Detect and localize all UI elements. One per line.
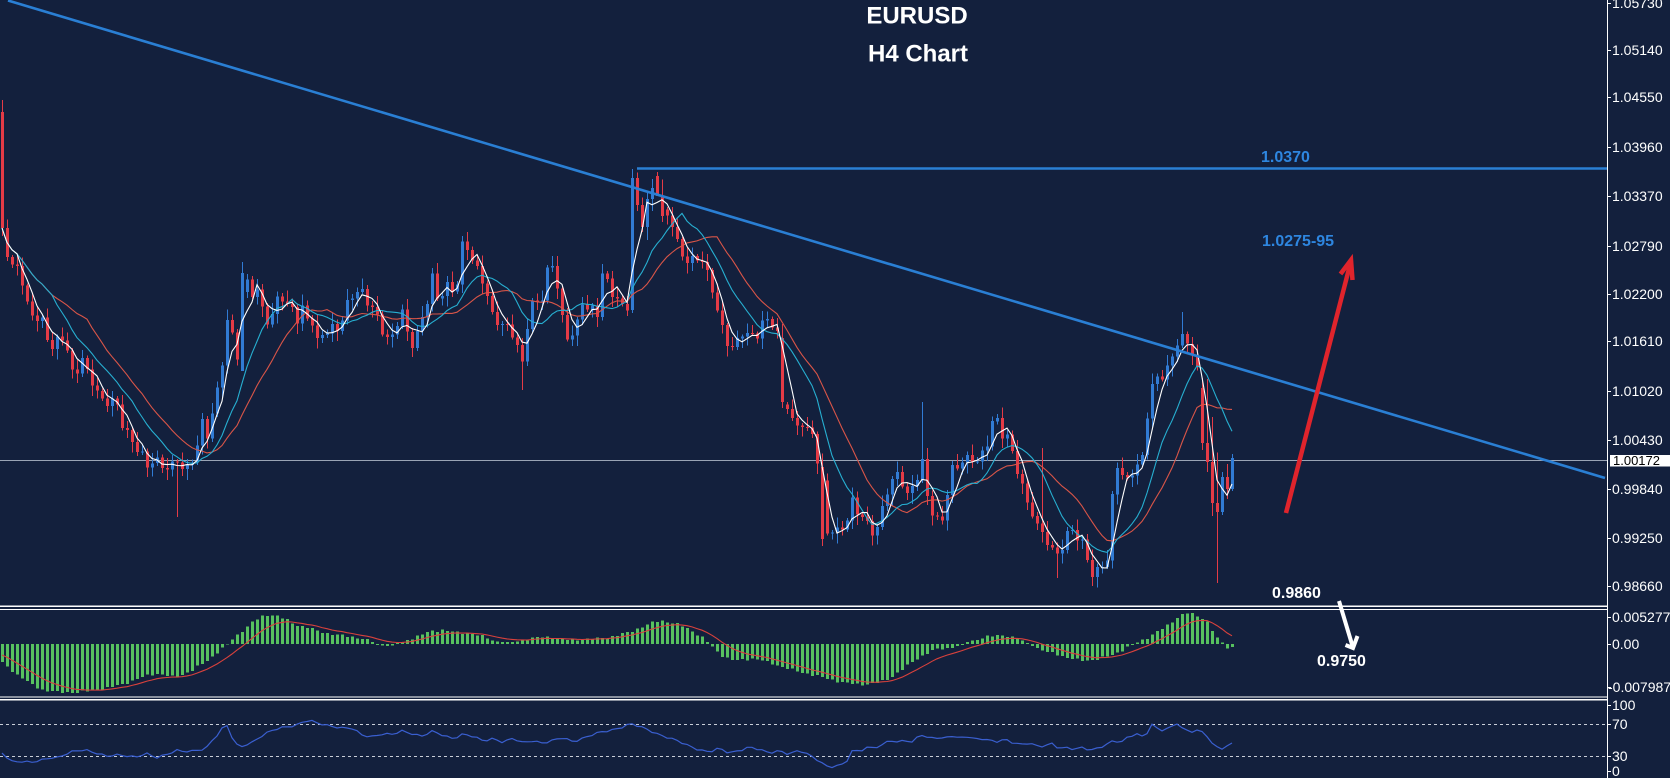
svg-text:0.00: 0.00 <box>1612 636 1639 652</box>
svg-text:1.02200: 1.02200 <box>1612 286 1663 302</box>
svg-text:0.99250: 0.99250 <box>1612 530 1663 546</box>
svg-text:0: 0 <box>1612 763 1620 778</box>
svg-text:0.98660: 0.98660 <box>1612 578 1663 594</box>
svg-text:1.01610: 1.01610 <box>1612 333 1663 349</box>
svg-text:30: 30 <box>1612 748 1628 764</box>
svg-text:1.00172: 1.00172 <box>1613 453 1660 468</box>
svg-text:1.03960: 1.03960 <box>1612 139 1663 155</box>
svg-text:1.01020: 1.01020 <box>1612 383 1663 399</box>
svg-text:0.9750: 0.9750 <box>1317 653 1366 670</box>
svg-text:H4 Chart: H4 Chart <box>868 41 968 68</box>
svg-text:1.0370: 1.0370 <box>1261 149 1310 166</box>
svg-text:1.03370: 1.03370 <box>1612 188 1663 204</box>
svg-text:1.05730: 1.05730 <box>1612 0 1663 11</box>
svg-text:1.00430: 1.00430 <box>1612 432 1663 448</box>
svg-text:EURUSD: EURUSD <box>866 3 967 30</box>
svg-text:1.0275-95: 1.0275-95 <box>1262 233 1334 250</box>
svg-text:0.005277: 0.005277 <box>1612 609 1670 625</box>
svg-text:-0.007987: -0.007987 <box>1608 679 1670 695</box>
svg-text:1.02790: 1.02790 <box>1612 238 1663 254</box>
svg-text:0.9860: 0.9860 <box>1272 585 1321 602</box>
svg-text:100: 100 <box>1612 697 1636 713</box>
svg-text:1.04550: 1.04550 <box>1612 89 1663 105</box>
svg-text:0.99840: 0.99840 <box>1612 481 1663 497</box>
svg-text:1.05140: 1.05140 <box>1612 42 1663 58</box>
svg-text:70: 70 <box>1612 716 1628 732</box>
